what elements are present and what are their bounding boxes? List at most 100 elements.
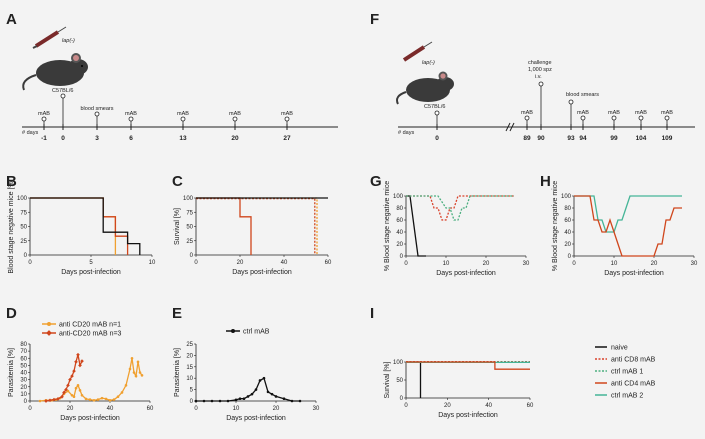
y-tick-label: 60	[396, 218, 403, 224]
data-point	[250, 392, 254, 396]
timeline-day: 89	[523, 135, 531, 142]
mouse-strain-label: C57BL/6	[52, 88, 73, 94]
legend-d: anti CD20 mAB n=1 anti-CD20 mAB n=3	[42, 322, 122, 338]
data-point	[246, 395, 250, 398]
data-point	[72, 395, 76, 399]
panel-label-d: D	[6, 305, 17, 322]
panel-label-i: I	[370, 305, 374, 322]
y-tick-label: 80	[396, 206, 403, 212]
data-point	[108, 398, 112, 402]
series-line	[406, 361, 422, 398]
data-point	[290, 399, 294, 403]
data-point	[70, 394, 74, 397]
y-axis-label: Survival [%]	[384, 361, 391, 398]
y-tick-label: 75	[20, 210, 27, 216]
panel-label-f: F	[370, 11, 379, 28]
legend-item: anti CD8 mAB	[611, 357, 656, 364]
event-marker	[60, 93, 66, 99]
syringe-icon	[402, 41, 433, 62]
y-tick-label: 30	[20, 378, 27, 384]
data-point	[64, 387, 68, 392]
event-marker	[284, 116, 290, 122]
mouse-genotype-label: lap(-)	[62, 38, 75, 44]
y-tick-label: 40	[564, 230, 571, 236]
data-point	[128, 367, 132, 371]
series-line	[574, 195, 682, 257]
x-tick-label: 30	[523, 261, 530, 267]
y-tick-label: 10	[186, 376, 193, 382]
data-point	[78, 389, 82, 392]
event-label: blood smears	[80, 106, 113, 112]
data-point	[66, 389, 70, 393]
panel-label-g: G	[370, 173, 382, 190]
event-label: mAB	[635, 110, 647, 116]
timeline-day: 0	[435, 135, 439, 142]
series-line	[406, 361, 530, 370]
x-axis-label: Days post-infection	[226, 415, 286, 422]
data-point	[96, 398, 100, 401]
y-tick-label: 100	[561, 194, 572, 200]
challenge-route: i.v.	[535, 74, 542, 80]
x-tick-label: 40	[485, 403, 492, 409]
y-axis-label: Parasitemia [%]	[8, 348, 15, 397]
legend-e: ctrl mAB	[226, 329, 270, 336]
chart-b: 0 25 50 75 100 0 5 10 Days post-infection Blood s…	[8, 179, 156, 276]
y-axis-label: Survival [%]	[174, 208, 181, 245]
event-marker	[94, 111, 100, 117]
mouse-icon	[396, 71, 454, 105]
data-point	[72, 369, 76, 373]
timeline-day: 3	[95, 135, 99, 142]
y-tick-label: 40	[20, 371, 27, 377]
data-point	[138, 371, 142, 374]
data-point	[140, 374, 144, 377]
data-point	[76, 352, 80, 357]
data-point	[136, 360, 140, 364]
mouse-icon	[22, 53, 88, 91]
event-marker	[664, 115, 670, 121]
timeline-day: 104	[636, 135, 647, 142]
data-point	[92, 398, 96, 402]
y-tick-label: 40	[396, 230, 403, 236]
event-marker	[180, 116, 186, 122]
x-tick-label: 10	[443, 261, 450, 267]
y-tick-label: 0	[24, 253, 28, 259]
x-tick-label: 0	[194, 406, 198, 412]
panel-label-b: B	[6, 173, 17, 190]
data-point	[112, 398, 116, 401]
y-tick-label: 80	[20, 342, 27, 348]
y-tick-label: 80	[564, 206, 571, 212]
y-axis-label: % Blood stage negative mice	[552, 181, 559, 271]
chart-h: 0 20 40 60 80 100 0 10 20 30 Days post-infection % …	[552, 181, 698, 277]
legend-item: ctrl mAB 1	[611, 369, 643, 376]
mouse-strain-label: C57BL/6	[424, 104, 445, 110]
y-tick-label: 10	[20, 392, 27, 398]
data-point	[258, 379, 262, 382]
legend-item: ctrl mAB	[243, 329, 270, 336]
x-tick-label: 60	[325, 260, 332, 266]
data-point	[242, 397, 246, 401]
panel-label-h: H	[540, 173, 551, 190]
y-tick-label: 75	[186, 210, 193, 216]
event-marker	[538, 81, 544, 87]
legend-item: anti-CD20 mAB n=3	[59, 331, 122, 338]
y-tick-label: 0	[24, 399, 28, 405]
event-label: mAB	[608, 110, 620, 116]
data-point	[282, 397, 286, 401]
event-label: mAB	[577, 110, 589, 116]
x-tick-label: 0	[194, 260, 198, 266]
chart-g: 0 20 40 60 80 100 0 10 20 30 Days post-infection % …	[384, 181, 530, 277]
y-tick-label: 25	[186, 239, 193, 245]
y-tick-label: 20	[396, 242, 403, 248]
x-tick-label: 20	[651, 261, 658, 267]
x-tick-label: 60	[527, 403, 534, 409]
panel-label-e: E	[172, 305, 182, 322]
data-point	[270, 392, 274, 396]
y-tick-label: 50	[186, 225, 193, 231]
data-point	[116, 395, 120, 399]
x-tick-label: 20	[444, 403, 451, 409]
x-tick-label: 0	[28, 406, 32, 412]
data-point	[120, 391, 124, 394]
y-tick-label: 20	[186, 353, 193, 359]
